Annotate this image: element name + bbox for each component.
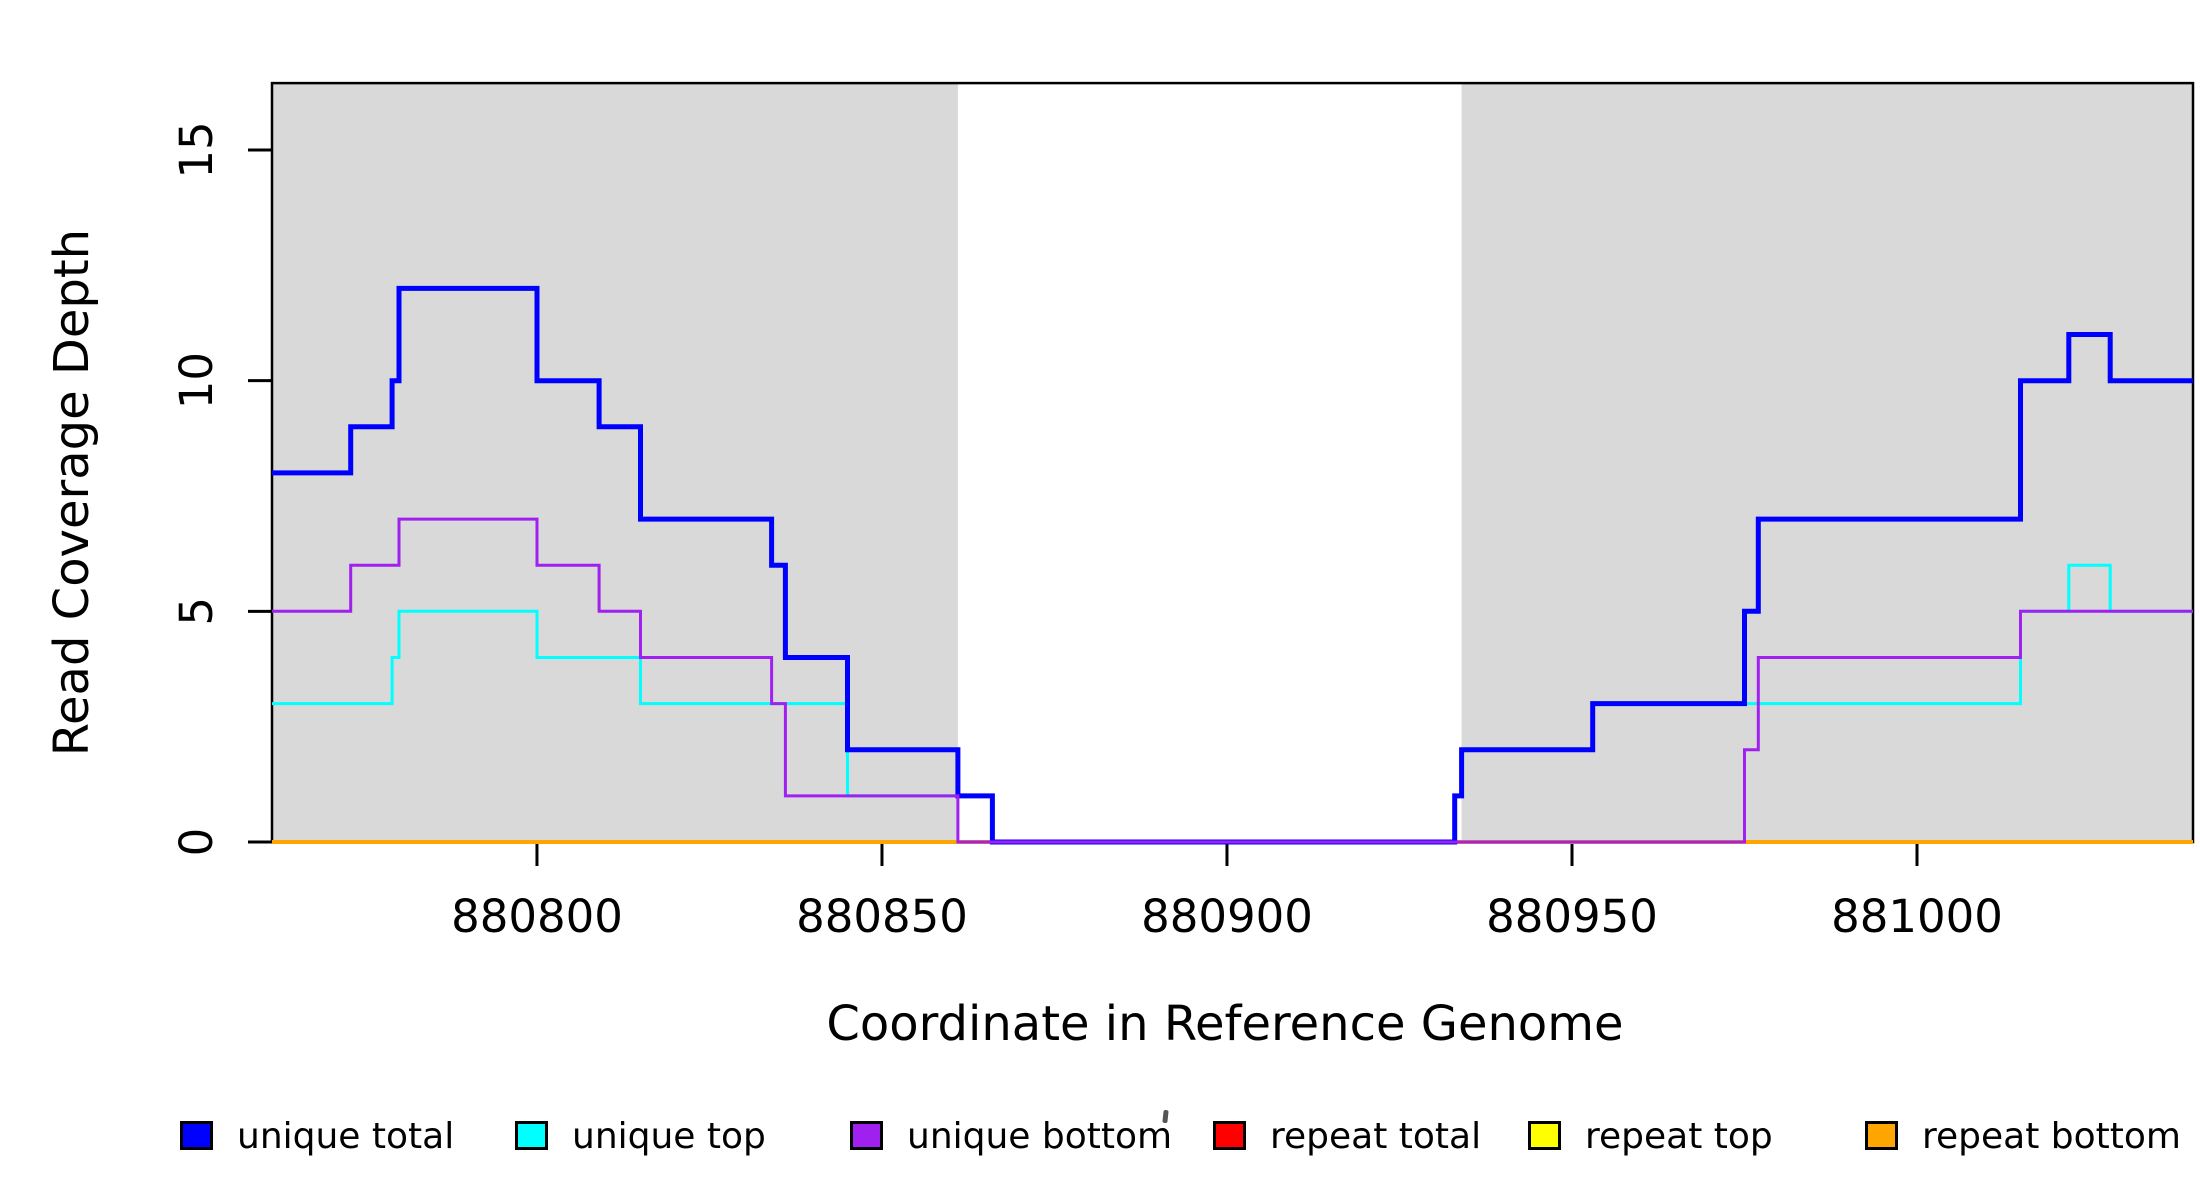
y-tick-label: 15 bbox=[170, 121, 223, 178]
x-tick-label: 880800 bbox=[451, 890, 623, 943]
x-axis-title: Coordinate in Reference Genome bbox=[826, 996, 1623, 1052]
shaded-region-0 bbox=[272, 83, 958, 843]
y-axis-title: Read Coverage Depth bbox=[44, 229, 100, 756]
x-tick-label: 880850 bbox=[796, 890, 968, 943]
series-unique-total bbox=[272, 285, 2193, 845]
x-tick-label: 881000 bbox=[1831, 890, 2003, 943]
y-tick-label: 0 bbox=[170, 828, 223, 857]
x-tick-label: 880950 bbox=[1486, 890, 1658, 943]
y-tick-label: 10 bbox=[170, 352, 223, 409]
series-unique-bottom bbox=[272, 517, 2193, 844]
shaded-region-1 bbox=[1461, 83, 2193, 843]
x-tick-label: 880900 bbox=[1141, 890, 1313, 943]
y-tick-label: 5 bbox=[170, 597, 223, 626]
